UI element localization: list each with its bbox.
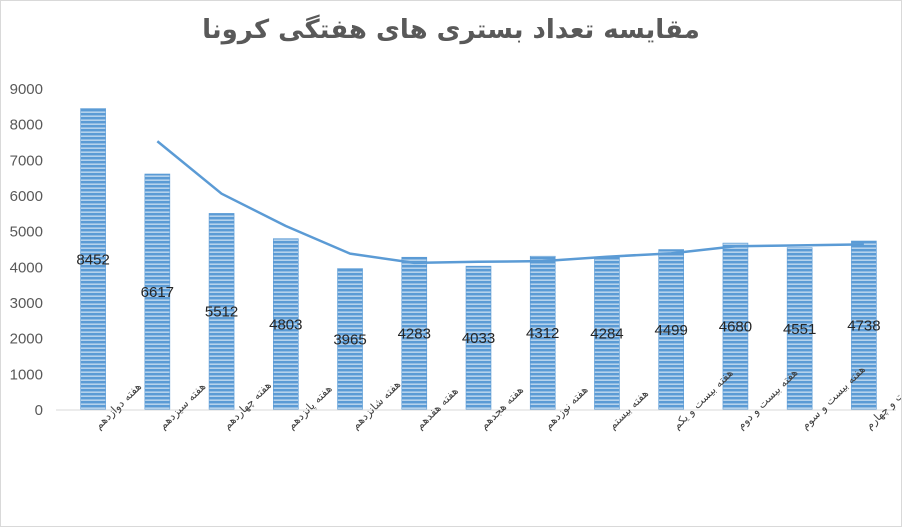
y-tick-label: 2000 xyxy=(10,331,43,348)
bar xyxy=(529,255,556,411)
data-label: 4283 xyxy=(398,326,431,343)
y-tick-label: 7000 xyxy=(10,152,43,169)
data-labels: 8452 6617 5512 4803 3965 4283 4033 4312 4284 4499… xyxy=(76,251,880,348)
data-label: 4312 xyxy=(526,325,559,342)
bar xyxy=(658,249,684,411)
y-tick-label: 3000 xyxy=(10,295,43,312)
y-tick-label: 8000 xyxy=(10,117,43,134)
data-label: 4738 xyxy=(847,318,880,335)
data-label: 4803 xyxy=(269,316,302,333)
data-label: 3965 xyxy=(333,331,366,348)
data-label: 6617 xyxy=(141,284,174,301)
y-tick-label: 6000 xyxy=(10,188,43,205)
data-label: 4284 xyxy=(590,326,623,343)
trendline-series xyxy=(156,140,864,265)
y-tick-label: 9000 xyxy=(10,81,43,98)
y-tick-label: 4000 xyxy=(10,259,43,276)
data-label: 4033 xyxy=(462,330,495,347)
bar xyxy=(208,213,235,411)
y-tick-label: 5000 xyxy=(10,224,43,241)
bar xyxy=(594,256,620,411)
data-label: 4551 xyxy=(783,321,816,338)
trendline xyxy=(156,140,864,265)
bar xyxy=(786,247,813,411)
chart-title: مقایسه تعداد بستری های هفتگی کرونا xyxy=(202,15,700,45)
y-tick-label: 0 xyxy=(35,402,43,419)
y-tick-label: 1000 xyxy=(10,366,43,383)
y-axis: 0 1000 2000 3000 4000 5000 6000 7000 8000 9000 xyxy=(10,81,43,419)
data-label: 4499 xyxy=(655,322,688,339)
data-label: 4680 xyxy=(719,319,752,336)
bar xyxy=(80,108,106,411)
bar xyxy=(144,173,171,411)
data-label: 8452 xyxy=(76,251,109,268)
bar xyxy=(465,265,492,411)
bar xyxy=(851,240,877,411)
bars xyxy=(80,108,877,411)
data-label: 5512 xyxy=(205,304,238,321)
